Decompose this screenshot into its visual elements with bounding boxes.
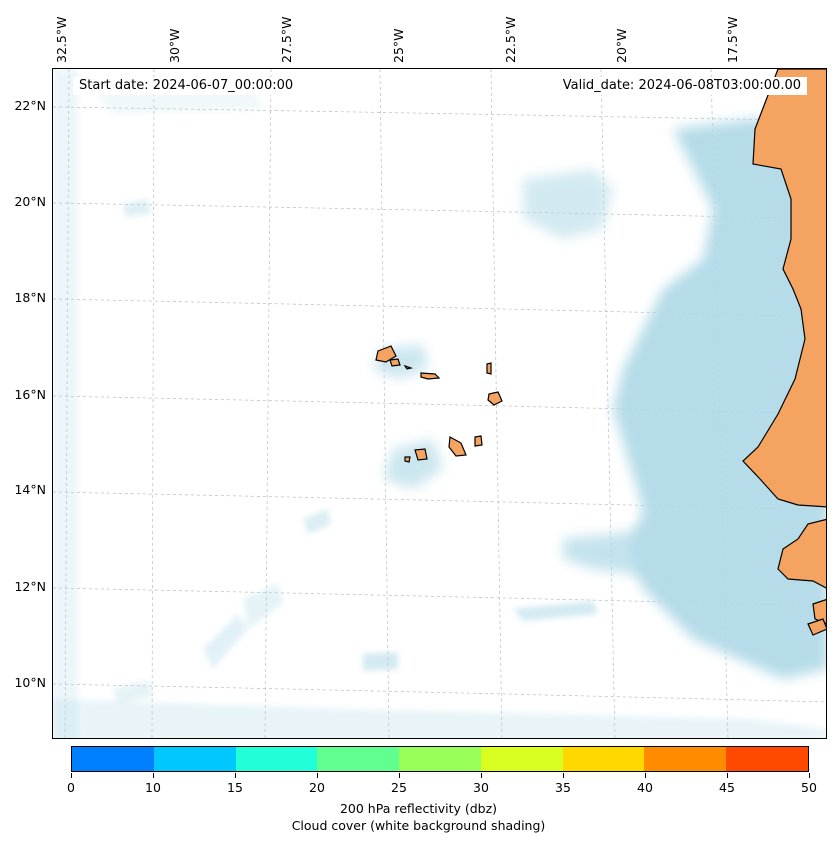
colorbar-segment [235,747,318,771]
latitude-label: 16°N [14,387,46,402]
colorbar-segment [399,747,481,771]
colorbar-tick [399,773,400,778]
longitude-label: 17.5°W [725,16,740,63]
colorbar-tick-label: 25 [391,780,407,795]
latitude-label: 12°N [14,579,46,594]
cloud-cover-shading [53,69,826,738]
colorbar-segment [562,747,645,771]
colorbar-tick [809,773,810,778]
colorbar-tick-label: 50 [801,780,817,795]
colorbar-title: 200 hPa reflectivity (dbz) [339,801,498,816]
colorbar-tick-label: 10 [145,780,161,795]
colorbar-segment [153,747,236,771]
colorbar-tick-label: 40 [637,780,653,795]
land-mass [375,69,826,636]
colorbar-tick [317,773,318,778]
colorbar-tick [153,773,154,778]
colorbar-tick [645,773,646,778]
colorbar-segment [644,747,727,771]
latitude-label: 14°N [14,482,46,497]
start-date-label: Start date: 2024-06-07_00:00:00 [73,77,300,95]
latitude-label: 18°N [14,290,46,305]
colorbar-subtitle: Cloud cover (white background shading) [291,818,546,833]
colorbar-tick [481,773,482,778]
colorbar-tick [71,773,72,778]
latitude-label: 10°N [14,675,46,690]
colorbar-tick-label: 20 [309,780,325,795]
map-panel [52,68,827,739]
longitude-label: 30°W [167,28,182,63]
longitude-label: 22.5°W [503,16,518,63]
longitude-label: 27.5°W [279,16,294,63]
colorbar-segment [726,747,809,771]
longitude-label: 32.5°W [54,16,69,63]
colorbar-tick [563,773,564,778]
colorbar-tick [235,773,236,778]
colorbar-segment [317,747,400,771]
map-canvas [53,69,826,738]
colorbar-tick-label: 15 [227,780,243,795]
colorbar-segment [72,747,154,771]
colorbar-tick-label: 0 [67,780,75,795]
colorbar-tick-label: 35 [555,780,571,795]
colorbar-segment [480,747,563,771]
colorbar-tick-label: 45 [719,780,735,795]
colorbar-tick [727,773,728,778]
longitude-label: 25°W [391,28,406,63]
latitude-label: 20°N [14,194,46,209]
valid-date-label: Valid_date: 2024-06-08T03:00:00.00 [556,77,807,95]
longitude-label: 20°W [614,28,629,63]
colorbar-tick-label: 30 [473,780,489,795]
colorbar [71,746,809,772]
latitude-label: 22°N [14,98,46,113]
